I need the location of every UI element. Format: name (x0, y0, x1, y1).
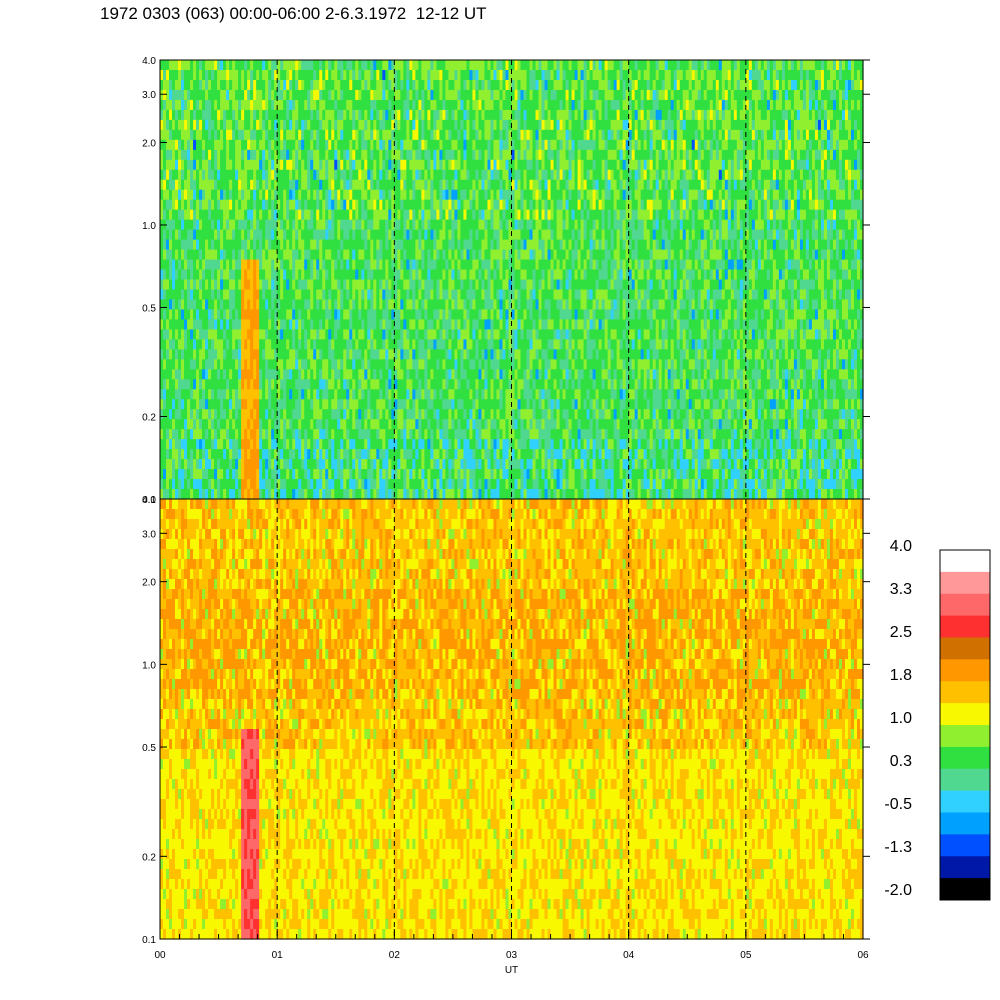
spectrogram-figure: 0.10.20.51.02.03.04.00.10.20.51.02.03.04… (0, 0, 1000, 1000)
